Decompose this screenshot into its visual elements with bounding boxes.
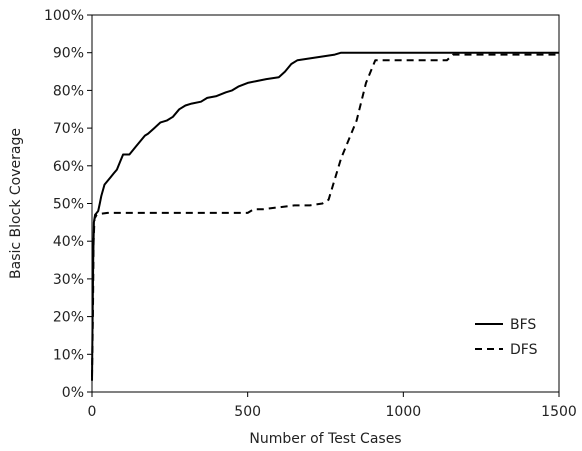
y-axis-title: Basic Block Coverage [8,128,24,279]
series-layer [91,51,559,381]
plot-frame [91,14,560,393]
plot-area [91,14,560,393]
x-axis-title: Number of Test Cases [249,431,401,447]
legend-label-bfs: BFS [510,317,536,333]
y-tick-label: 20% [53,310,84,326]
x-axis-ticks: 0 500 1000 1500 [88,392,577,420]
y-tick-label: 50% [53,197,84,213]
y-tick-label: 40% [53,234,84,250]
y-tick-label: 0% [62,385,84,401]
legend-label-dfs: DFS [510,342,538,358]
y-axis-ticks: 0% 10% 20% 30% 40% 50% 60% 70% 80% 90% 100% [44,8,92,401]
series-line-bfs [91,51,559,381]
series-line-dfs [91,53,559,377]
x-tick-label: 500 [234,404,261,420]
y-tick-label: 90% [53,46,84,62]
legend: BFS DFS [475,317,538,358]
y-tick-label: 30% [53,272,84,288]
x-tick-label: 0 [88,404,97,420]
y-tick-label: 60% [53,159,84,175]
y-tick-label: 80% [53,83,84,99]
y-tick-label: 10% [53,347,84,363]
y-tick-label: 70% [53,121,84,137]
x-tick-label: 1500 [541,404,577,420]
x-tick-label: 1000 [386,404,422,420]
y-tick-label: 100% [44,8,84,24]
